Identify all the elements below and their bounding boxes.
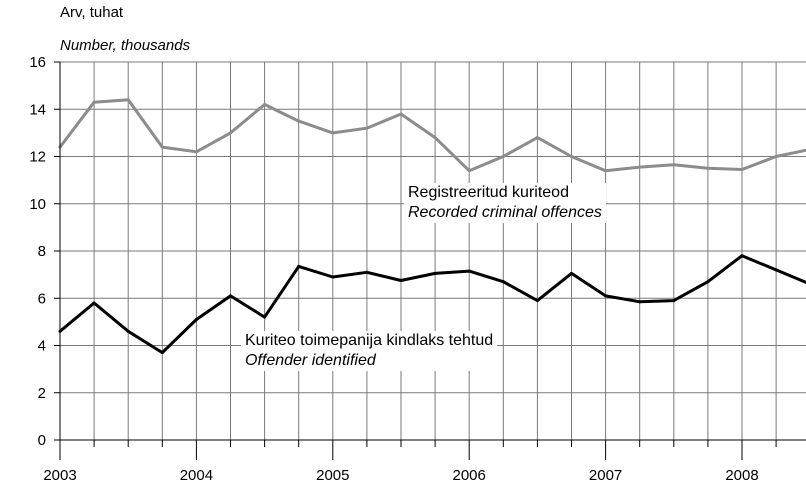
data-point xyxy=(399,112,403,116)
legend-offender-identified-et: Kuriteo toimepanija kindlaks tehtud xyxy=(245,332,494,349)
data-point xyxy=(535,299,539,303)
data-point xyxy=(194,150,198,154)
grid-lines xyxy=(60,61,806,440)
y-tick-label: 10 xyxy=(29,196,46,213)
data-point xyxy=(638,300,642,304)
legend-offender-identified-en: Offender identified xyxy=(245,352,376,369)
data-point xyxy=(331,275,335,279)
data-point xyxy=(467,169,471,173)
data-point xyxy=(706,280,710,284)
data-point xyxy=(297,264,301,268)
data-point xyxy=(194,318,198,322)
x-tick-label: 2005 xyxy=(316,467,349,484)
data-point xyxy=(365,126,369,130)
data-point xyxy=(467,269,471,273)
data-point xyxy=(160,351,164,355)
y-axis-label-et: Arv, tuhat xyxy=(60,4,124,21)
x-tick-label: 2008 xyxy=(725,467,758,484)
data-point xyxy=(706,166,710,170)
y-tick-label: 16 xyxy=(29,54,46,71)
data-point xyxy=(672,163,676,167)
data-point xyxy=(774,268,778,272)
data-point xyxy=(126,98,130,102)
data-point xyxy=(604,294,608,298)
y-tick-label: 12 xyxy=(29,149,46,166)
y-tick-label: 2 xyxy=(38,385,46,402)
data-point xyxy=(160,145,164,149)
series-line-recorded-offences xyxy=(58,98,806,173)
data-point xyxy=(501,155,505,158)
data-point xyxy=(92,100,96,104)
y-tick-label: 4 xyxy=(38,338,46,355)
y-tick-label: 14 xyxy=(29,101,46,118)
x-tick-label: 2006 xyxy=(453,467,486,484)
data-point xyxy=(501,280,505,284)
data-point xyxy=(740,254,744,258)
y-tick-label: 6 xyxy=(38,290,46,307)
data-point xyxy=(331,131,335,135)
data-point xyxy=(263,103,267,107)
data-point xyxy=(126,329,130,333)
data-point xyxy=(740,167,744,171)
x-tick-label: 2007 xyxy=(589,467,622,484)
y-tick-label: 8 xyxy=(38,243,46,260)
data-point xyxy=(570,271,573,275)
y-axis-label-en: Number, thousands xyxy=(60,37,191,54)
data-point xyxy=(297,119,301,123)
data-point xyxy=(535,136,539,140)
chart-series xyxy=(58,98,806,355)
data-point xyxy=(433,136,437,140)
legend-recorded-offences-en: Recorded criminal offences xyxy=(408,204,602,221)
data-point xyxy=(263,315,267,319)
x-tick-label: 2004 xyxy=(180,467,213,484)
data-point xyxy=(570,155,573,158)
data-point xyxy=(774,155,778,158)
data-point xyxy=(638,165,642,169)
x-tick-label: 2003 xyxy=(43,467,76,484)
data-point xyxy=(604,169,608,173)
legend-offender-identified: Kuriteo toimepanija kindlaks tehtud Offe… xyxy=(241,331,498,371)
axes: 0 2 4 6 8 10 12 14 16 2003 2004 2005 2006 2007 2008 xyxy=(29,54,806,484)
data-point xyxy=(433,271,437,275)
data-point xyxy=(672,299,676,303)
data-point xyxy=(365,270,369,274)
legend-recorded-offences-et: Registreeritud kuriteod xyxy=(408,184,569,201)
legend-recorded-offences: Registreeritud kuriteod Recorded crimina… xyxy=(404,183,606,223)
data-point xyxy=(92,301,96,305)
data-point xyxy=(399,279,403,283)
data-point xyxy=(229,294,232,298)
y-tick-label: 0 xyxy=(38,432,46,449)
data-point xyxy=(229,131,232,135)
